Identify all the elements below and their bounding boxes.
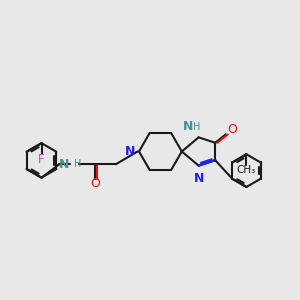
Text: CH₃: CH₃: [237, 165, 256, 175]
Text: F: F: [38, 153, 45, 166]
Text: N: N: [59, 158, 69, 171]
Text: H: H: [74, 159, 82, 169]
Text: N: N: [183, 120, 194, 133]
Text: O: O: [90, 177, 100, 190]
Text: H: H: [194, 122, 201, 132]
Text: N: N: [194, 172, 204, 185]
Text: N: N: [125, 145, 135, 158]
Text: O: O: [227, 124, 237, 136]
